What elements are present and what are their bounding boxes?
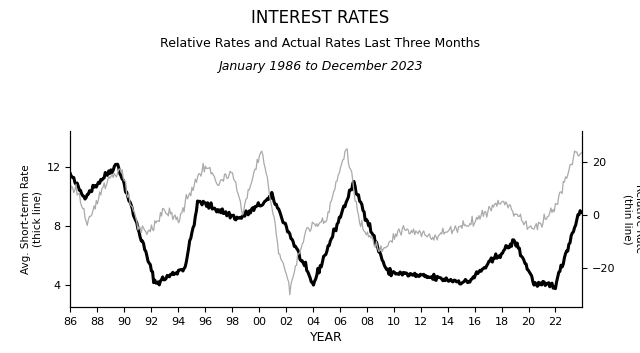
X-axis label: YEAR: YEAR [310,331,343,344]
Y-axis label: Relative Rate
(thin line): Relative Rate (thin line) [623,184,640,253]
Text: January 1986 to December 2023: January 1986 to December 2023 [218,60,422,73]
Text: INTEREST RATES: INTEREST RATES [251,9,389,27]
Y-axis label: Avg. Short-term Rate
(thick line): Avg. Short-term Rate (thick line) [20,164,42,274]
Text: Relative Rates and Actual Rates Last Three Months: Relative Rates and Actual Rates Last Thr… [160,37,480,50]
